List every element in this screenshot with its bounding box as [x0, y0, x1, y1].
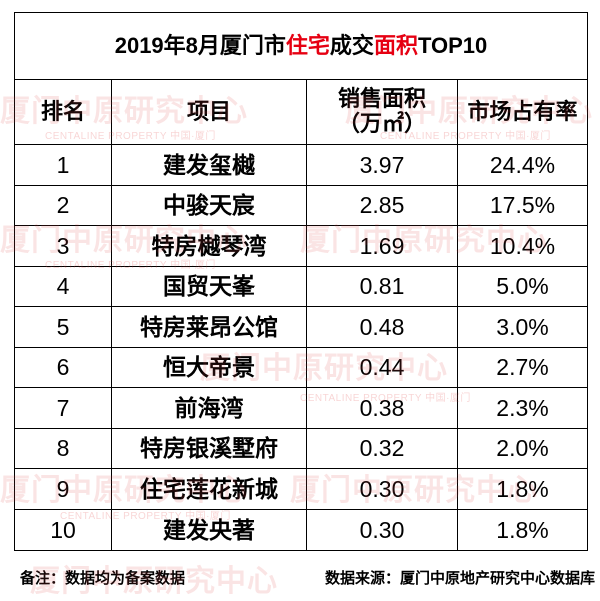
column-header-label: 市场占有率 [467, 99, 578, 125]
area-cell: 0.48 [307, 307, 458, 348]
share-cell: 5.0% [458, 267, 587, 307]
project-cell: 建发央著 [112, 509, 307, 550]
share-cell: 2.3% [458, 388, 587, 429]
area-cell: 0.38 [307, 388, 458, 429]
footer-note: 备注：数据均为备案数据 [20, 569, 186, 587]
rank-cell: 8 [15, 428, 112, 469]
share-cell: 1.8% [496, 516, 549, 543]
chart-title: 2019年8月厦门市 住宅 成交 面积 TOP10 [15, 13, 587, 80]
rank-cell: 9 [15, 469, 112, 510]
area-cell: 0.44 [307, 347, 458, 388]
title-text: 2019年8月厦门市 [114, 33, 286, 59]
data-table: 2019年8月厦门市 住宅 成交 面积 TOP10 排名 项目 销售面积（万㎡） 市场占有率 1… [14, 12, 588, 551]
share-cell: 3.0% [458, 307, 587, 348]
area-cell: 3.97 [307, 145, 458, 186]
project-cell: 恒大帝景 [112, 347, 307, 388]
footer: 备注：数据均为备案数据 数据来源：厦门中原地产研究中心数据库 [0, 563, 600, 591]
share-cell: 10.4% [458, 226, 587, 267]
project-cell: 特房樾琴湾 [112, 226, 307, 267]
area-cell: 0.30 [307, 469, 458, 510]
share-cell: 24.4% [458, 145, 587, 186]
title-highlight: 住宅 [285, 33, 330, 59]
share-cell: 1.8% [458, 469, 587, 510]
share-cell: 17.5% [458, 186, 587, 226]
rank-cell: 1 [15, 145, 112, 186]
rank-cell: 2 [15, 185, 112, 226]
area-cell: 0.30 [307, 509, 458, 550]
share-cell: 2.0% [458, 429, 587, 469]
project-cell: 国贸天峯 [112, 266, 307, 307]
share-column-header: 市场占有率 [458, 80, 587, 145]
column-header-label: 销售面积（万㎡） [337, 86, 426, 136]
rank-column-header: 排名 [15, 80, 112, 145]
project-cell: 特房莱昂公馆 [112, 307, 307, 348]
rank-cell: 10 [15, 509, 112, 550]
title-text: TOP10 [417, 33, 488, 59]
area-cell: 0.32 [307, 428, 458, 469]
rank-cell: 5 [15, 307, 112, 348]
column-header-label: 项目 [186, 99, 231, 125]
project-cell: 中骏天宸 [112, 185, 307, 226]
rank-cell: 6 [15, 347, 112, 388]
project-cell: 特房银溪墅府 [112, 428, 307, 469]
rank-cell: 4 [15, 266, 112, 307]
rank-cell: 3 [15, 226, 112, 267]
project-cell: 建发玺樾 [112, 145, 307, 186]
title-highlight: 面积 [373, 33, 418, 59]
area-cell: 1.69 [307, 226, 458, 267]
project-cell: 住宅莲花新城 [112, 469, 307, 510]
footer-source: 数据来源：厦门中原地产研究中心数据库 [324, 569, 595, 587]
area-cell: 0.81 [307, 266, 458, 307]
column-header-label: 排名 [40, 99, 85, 125]
title-text: 成交 [329, 33, 374, 59]
area-cell: 2.85 [307, 185, 458, 226]
project-cell: 前海湾 [112, 388, 307, 429]
rank-cell: 7 [15, 388, 112, 429]
area-column-header: 销售面积（万㎡） [307, 80, 458, 145]
share-cell: 2.7% [458, 348, 587, 388]
project-column-header: 项目 [112, 80, 307, 145]
